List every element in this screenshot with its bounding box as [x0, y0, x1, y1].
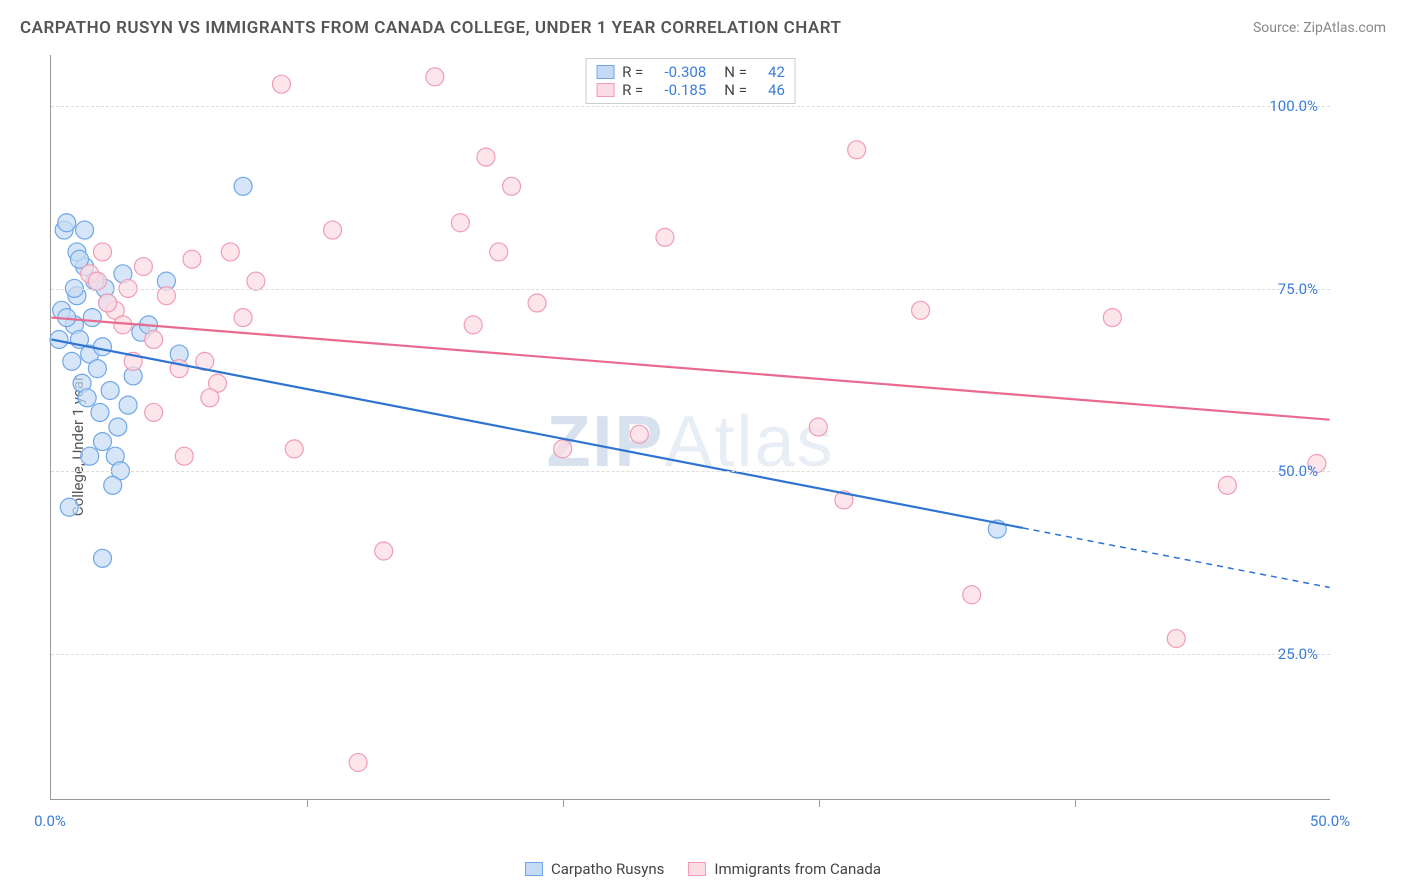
swatch-icon	[525, 862, 543, 876]
grid-line-h	[51, 471, 1330, 472]
trend-line	[51, 318, 1329, 420]
grid-line-h	[51, 106, 1330, 107]
y-tick-label: 25.0%	[1278, 645, 1318, 663]
trend-line	[51, 339, 1022, 527]
y-tick-label: 75.0%	[1278, 280, 1318, 298]
scatter-point	[101, 382, 119, 400]
stats-row: R = -0.185 N = 46	[596, 81, 785, 99]
source-label: Source: ZipAtlas.com	[1253, 20, 1386, 36]
scatter-point	[375, 542, 393, 560]
plot-area: ZIPAtlas R =-0.308N =42R =-0.185N =46 25…	[50, 55, 1330, 800]
x-tick-minor	[563, 799, 564, 807]
scatter-point	[175, 447, 193, 465]
scatter-point	[83, 309, 101, 327]
stats-row: R = -0.308 N = 42	[596, 63, 785, 81]
scatter-point	[81, 447, 99, 465]
scatter-point	[94, 243, 112, 261]
y-tick-label: 50.0%	[1278, 462, 1318, 480]
legend-label: Carpatho Rusyns	[551, 860, 664, 878]
scatter-point	[426, 68, 444, 86]
scatter-point	[349, 754, 367, 772]
x-tick-label: 0.0%	[34, 812, 66, 830]
scatter-point	[247, 272, 265, 290]
scatter-point	[94, 549, 112, 567]
x-tick-minor	[1075, 799, 1076, 807]
header: CARPATHO RUSYN VS IMMIGRANTS FROM CANADA…	[20, 18, 1386, 38]
scatter-point	[76, 221, 94, 239]
scatter-point	[554, 440, 572, 458]
stat-n-label: N =	[724, 81, 747, 99]
scatter-point	[234, 177, 252, 195]
trend-line-dashed	[1023, 528, 1330, 588]
legend-item: Immigrants from Canada	[688, 860, 881, 878]
stat-n-value: 46	[755, 81, 785, 99]
scatter-point	[285, 440, 303, 458]
scatter-point	[477, 148, 495, 166]
stat-r-value: -0.308	[651, 63, 706, 81]
scatter-point	[1167, 630, 1185, 648]
legend-item: Carpatho Rusyns	[525, 860, 664, 878]
y-tick-label: 100.0%	[1269, 97, 1318, 115]
scatter-point	[201, 389, 219, 407]
scatter-point	[109, 418, 127, 436]
grid-line-h	[51, 654, 1330, 655]
scatter-point	[528, 294, 546, 312]
stat-r-label: R =	[622, 63, 643, 81]
scatter-point	[183, 250, 201, 268]
scatter-point	[630, 425, 648, 443]
x-tick-minor	[307, 799, 308, 807]
scatter-point	[464, 316, 482, 334]
scatter-point	[1103, 309, 1121, 327]
scatter-point	[963, 586, 981, 604]
scatter-point	[324, 221, 342, 239]
x-tick-minor	[819, 799, 820, 807]
scatter-point	[94, 433, 112, 451]
scatter-point	[848, 141, 866, 159]
stat-n-label: N =	[724, 63, 747, 81]
stat-r-value: -0.185	[651, 81, 706, 99]
grid-line-h	[51, 289, 1330, 290]
swatch-icon	[688, 862, 706, 876]
scatter-point	[88, 272, 106, 290]
scatter-point	[60, 498, 78, 516]
chart-container: CARPATHO RUSYN VS IMMIGRANTS FROM CANADA…	[0, 0, 1406, 892]
stats-box: R = -0.308 N = 42 R = -0.185 N = 46	[585, 58, 796, 104]
scatter-point	[451, 214, 469, 232]
scatter-point	[58, 214, 76, 232]
x-tick-label: 50.0%	[1310, 812, 1350, 830]
scatter-point	[119, 396, 137, 414]
scatter-point	[503, 177, 521, 195]
scatter-point	[145, 403, 163, 421]
scatter-point	[912, 301, 930, 319]
scatter-point	[63, 352, 81, 370]
scatter-point	[99, 294, 117, 312]
scatter-point	[91, 403, 109, 421]
scatter-point	[809, 418, 827, 436]
scatter-point	[490, 243, 508, 261]
plot-svg	[51, 55, 1330, 799]
scatter-point	[221, 243, 239, 261]
scatter-point	[145, 330, 163, 348]
legend-label: Immigrants from Canada	[714, 860, 881, 878]
scatter-point	[88, 360, 106, 378]
scatter-point	[272, 75, 290, 93]
swatch-icon	[596, 83, 614, 97]
scatter-point	[94, 338, 112, 356]
scatter-point	[104, 476, 122, 494]
legend: Carpatho Rusyns Immigrants from Canada	[525, 860, 881, 878]
scatter-point	[656, 228, 674, 246]
scatter-point	[234, 309, 252, 327]
chart-title: CARPATHO RUSYN VS IMMIGRANTS FROM CANADA…	[20, 18, 841, 38]
scatter-point	[78, 389, 96, 407]
scatter-point	[134, 258, 152, 276]
stat-r-label: R =	[622, 81, 643, 99]
scatter-point	[1218, 476, 1236, 494]
swatch-icon	[596, 65, 614, 79]
stat-n-value: 42	[755, 63, 785, 81]
